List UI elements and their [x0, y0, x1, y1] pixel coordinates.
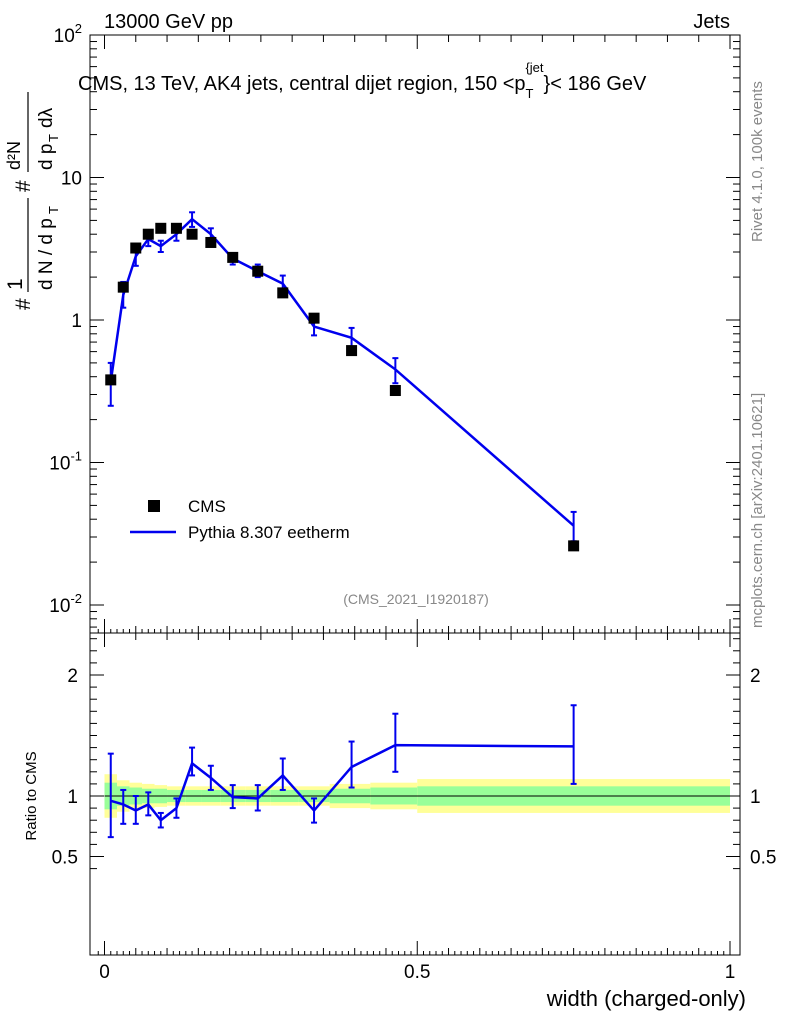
legend-pythia-label: Pythia 8.307 eetherm: [188, 523, 350, 542]
cms-data-point: [155, 222, 167, 234]
main-ytick-label: 10-2: [49, 591, 82, 617]
cms-data-point: [346, 345, 358, 357]
cms-data-point: [170, 222, 182, 234]
chart-title: CMS, 13 TeV, AK4 jets, central dijet reg…: [78, 60, 647, 101]
ylabel-sub-t2: T: [46, 134, 61, 142]
cms-data-point: [130, 242, 142, 254]
main-frame: [89, 34, 741, 634]
cms-data-point: [142, 228, 154, 240]
cms-data-point: [227, 251, 239, 263]
ratio-frame: [89, 632, 741, 956]
ylabel-dn-dpt: d N / d p: [36, 218, 57, 290]
ratio-ytick-label-right: 2: [750, 666, 761, 687]
cms-data-point: [186, 228, 198, 240]
cms-data-point: [117, 281, 129, 293]
main-ytick-label: 102: [54, 21, 82, 47]
main-ytick-label: 10: [61, 169, 82, 190]
cms-data-point: [277, 287, 289, 299]
ylabel-d2n: d²N: [4, 141, 24, 170]
cms-data-point: [105, 374, 117, 386]
title-sub: T: [526, 86, 534, 101]
cms-data-point: [205, 236, 217, 248]
ratio-ytick-label-right: 1: [750, 787, 761, 808]
axes: 10-2 10-1 1 10 102 0 0.5 1 0.5 0.5 1 1 2 2: [49, 21, 776, 983]
main-ytick-label: 1: [71, 311, 82, 332]
ratio-ylabel: Ratio to CMS: [23, 751, 40, 840]
main-ylabel: # 1 d N / d p T # d²N d p T dλ: [4, 92, 61, 310]
ylabel-hash-1: #: [12, 298, 35, 310]
header-category: Jets: [693, 11, 730, 33]
ylabel-dlambda: dλ: [36, 107, 57, 128]
ylabel-sub-t: T: [46, 206, 61, 214]
cms-data-point: [389, 385, 401, 397]
cms-data-point: [252, 265, 264, 277]
ratio-ytick-label: 1: [67, 787, 78, 808]
analysis-id: (CMS_2021_I1920187): [343, 591, 489, 607]
cms-data-point: [568, 540, 580, 552]
title-main: CMS, 13 TeV, AK4 jets, central dijet reg…: [78, 73, 526, 95]
main-ytick-label: 10-1: [49, 449, 82, 475]
ratio-ytick-label: 2: [67, 666, 78, 687]
cms-data-point: [308, 312, 320, 324]
xlabel: width (charged-only): [546, 986, 746, 1011]
pythia-line: [109, 217, 575, 527]
ylabel-one: 1: [4, 278, 27, 290]
title-tail: }< 186 GeV: [544, 73, 648, 95]
header-energy: 13000 GeV pp: [104, 11, 233, 33]
ratio-xtick-label: 0.5: [404, 962, 430, 983]
ratio-ytick-label: 0.5: [52, 848, 78, 869]
ratio-ytick-label-right: 0.5: [750, 848, 776, 869]
title-sup: {jet: [525, 60, 543, 75]
mcplots-label: mcplots.cern.ch [arXiv:2401.10621]: [749, 393, 766, 628]
ylabel-hash-2: #: [12, 180, 35, 192]
legend-cms-marker: [148, 500, 160, 512]
ratio-xtick-label: 0: [99, 962, 110, 983]
main-plot-area: [105, 211, 580, 552]
ylabel-dpt-dl: d p: [36, 144, 57, 170]
ratio-xtick-label: 1: [725, 962, 736, 983]
legend-cms-label: CMS: [188, 497, 226, 516]
ratio-plot-area: [107, 704, 577, 839]
rivet-version-label: Rivet 4.1.0, 100k events: [749, 81, 766, 242]
ratio-uncertainty-bands: [104, 774, 730, 818]
legend: CMS Pythia 8.307 eetherm: [130, 497, 350, 542]
